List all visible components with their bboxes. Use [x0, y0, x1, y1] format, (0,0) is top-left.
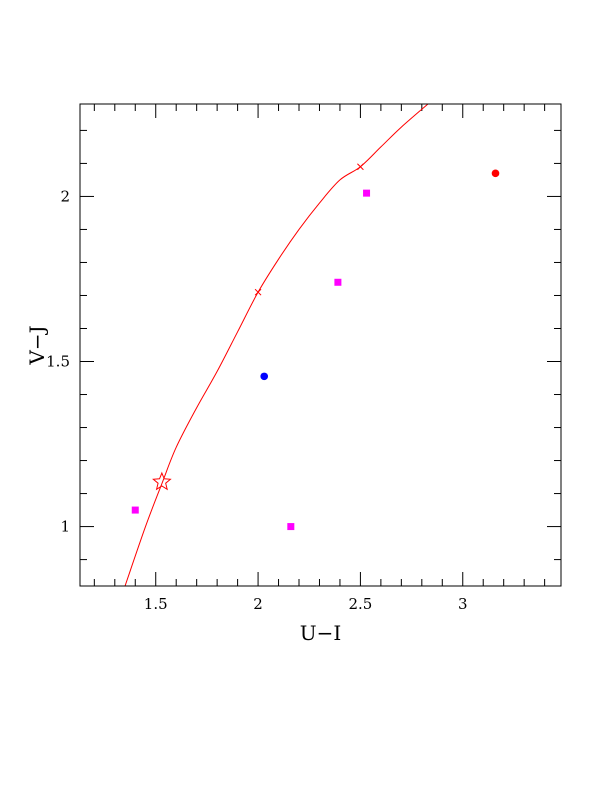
x-tick-label: 2 [253, 595, 263, 613]
y-tick-label: 2 [60, 187, 70, 205]
x-tick-label: 3 [458, 595, 468, 613]
curve-cross-marker [254, 288, 262, 296]
y-tick-label: 1 [60, 518, 70, 536]
curve-cross-marker [357, 163, 364, 171]
data-point-circle [491, 169, 500, 178]
x-tick-label: 1.5 [144, 595, 168, 613]
minor-ticks [80, 104, 561, 586]
major-ticks [80, 104, 561, 586]
plot-frame [79, 103, 562, 587]
plot-content [124, 104, 500, 586]
x-axis-title: U−I [300, 621, 342, 645]
y-tick-label: 1.5 [46, 353, 70, 371]
data-point-square [334, 278, 342, 286]
data-point-square [363, 189, 371, 197]
data-point-square [131, 506, 139, 514]
model-curve [124, 104, 429, 586]
x-tick-label: 2.5 [348, 595, 372, 613]
data-point-square [287, 523, 295, 531]
tick-labels: 1.5 2 2.5 3 1 1.5 2 [46, 187, 467, 613]
data-point-circle [260, 372, 269, 381]
star-marker [152, 471, 172, 491]
y-axis-title: V−J [25, 325, 49, 365]
